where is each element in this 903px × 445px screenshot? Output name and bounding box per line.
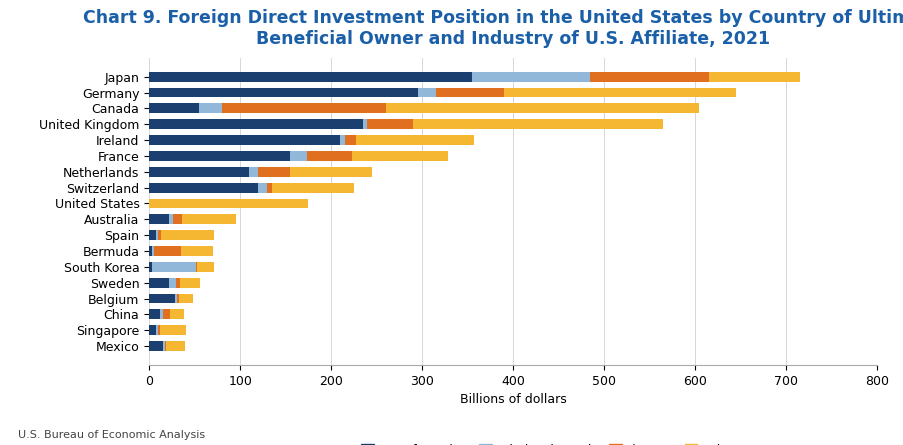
Bar [169, 278, 176, 287]
Title: Chart 9. Foreign Direct Investment Position in the United States by Country of U: Chart 9. Foreign Direct Investment Posit… [83, 9, 903, 48]
Bar [149, 325, 156, 335]
Bar [590, 72, 708, 81]
Bar [166, 341, 184, 351]
Bar [368, 119, 413, 129]
Bar [340, 135, 344, 145]
Bar [258, 167, 290, 177]
Bar [172, 214, 182, 224]
Bar [386, 104, 699, 113]
Bar [503, 88, 735, 97]
Bar [154, 246, 181, 256]
Text: U.S. Bureau of Economic Analysis: U.S. Bureau of Economic Analysis [18, 430, 205, 440]
Bar [222, 104, 386, 113]
Bar [351, 151, 447, 161]
Bar [471, 72, 590, 81]
Bar [435, 88, 503, 97]
Bar [306, 151, 351, 161]
Bar [149, 104, 199, 113]
Bar [163, 309, 170, 319]
Bar [174, 294, 177, 303]
Bar [163, 341, 164, 351]
Bar [149, 167, 249, 177]
Bar [267, 183, 272, 193]
Bar [160, 309, 163, 319]
Bar [149, 151, 290, 161]
Bar [177, 294, 179, 303]
Legend: Manufacturing, Wholesale trade, Finance, Other: Manufacturing, Wholesale trade, Finance,… [356, 439, 741, 445]
Bar [156, 230, 158, 240]
Bar [362, 119, 367, 129]
Bar [149, 214, 169, 224]
Bar [152, 262, 195, 272]
Bar [272, 183, 353, 193]
Bar [161, 230, 213, 240]
Bar [290, 167, 372, 177]
Bar [149, 198, 308, 208]
Bar [149, 230, 156, 240]
Bar [149, 72, 471, 81]
Bar [179, 294, 192, 303]
Bar [158, 230, 161, 240]
Bar [180, 278, 200, 287]
Bar [149, 341, 163, 351]
Bar [195, 262, 197, 272]
Bar [164, 341, 166, 351]
X-axis label: Billions of dollars: Billions of dollars [459, 393, 566, 406]
Bar [149, 119, 362, 129]
Bar [176, 278, 180, 287]
Bar [149, 183, 258, 193]
Bar [149, 135, 340, 145]
Bar [152, 246, 154, 256]
Bar [170, 309, 183, 319]
Bar [149, 88, 417, 97]
Bar [258, 183, 267, 193]
Bar [197, 262, 213, 272]
Bar [182, 214, 237, 224]
Bar [344, 135, 355, 145]
Bar [149, 278, 169, 287]
Bar [249, 167, 258, 177]
Bar [290, 151, 306, 161]
Bar [199, 104, 222, 113]
Bar [169, 214, 172, 224]
Bar [708, 72, 798, 81]
Bar [156, 325, 158, 335]
Bar [149, 246, 152, 256]
Bar [160, 325, 185, 335]
Bar [149, 294, 174, 303]
Bar [158, 325, 160, 335]
Bar [181, 246, 212, 256]
Bar [413, 119, 663, 129]
Bar [355, 135, 473, 145]
Bar [149, 262, 152, 272]
Bar [149, 309, 160, 319]
Bar [417, 88, 435, 97]
